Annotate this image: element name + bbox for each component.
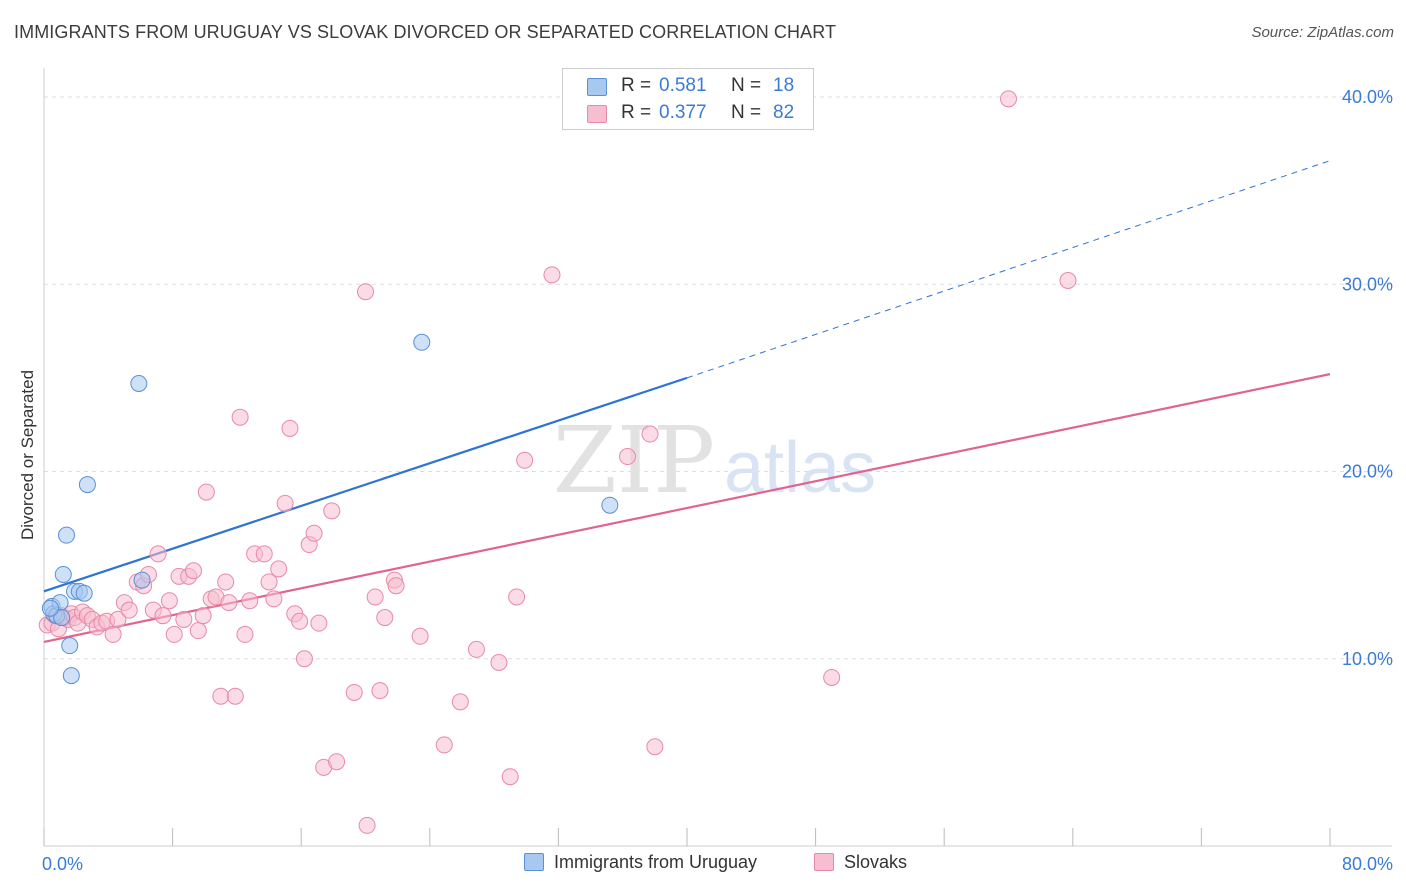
data-point-slovak [346,684,362,700]
data-point-slovak [261,574,277,590]
data-point-slovak [282,420,298,436]
scatter-chart: ZIP atlas 10.0% 20.0% 30.0% 40.0% 0.0% 80.0% [0,0,1406,892]
data-point-slovak [311,615,327,631]
data-point-uruguay [414,334,430,350]
data-point-slovak [198,484,214,500]
data-point-slovak [509,589,525,605]
data-point-slovak [388,578,404,594]
data-point-uruguay [134,572,150,588]
data-point-uruguay [63,668,79,684]
data-point-slovak [161,593,177,609]
y-tick-labels: 10.0% 20.0% 30.0% 40.0% [1342,87,1393,669]
data-point-uruguay [76,585,92,601]
legend-n-value: 82 [773,102,794,124]
data-point-slovak [372,683,388,699]
y-tick-label: 40.0% [1342,87,1393,107]
legend-swatch-uruguay [587,78,607,96]
data-point-slovak [377,610,393,626]
data-point-slovak [329,754,345,770]
gridlines [44,97,1392,659]
data-point-slovak [642,426,658,442]
data-point-uruguay [42,600,58,616]
data-point-slovak [491,654,507,670]
bottom-legend-label-uruguay: Immigrants from Uruguay [554,852,757,872]
data-point-slovak [544,267,560,283]
data-point-slovak [436,737,452,753]
data-point-slovak [195,608,211,624]
legend-r-label: R = [621,75,651,97]
data-point-slovak [452,694,468,710]
data-point-slovak [359,817,375,833]
watermark: ZIP atlas [553,407,876,514]
trend-line-uruguay-extension [687,161,1330,378]
data-point-slovak [502,769,518,785]
data-point-slovak [121,602,137,618]
bottom-legend-swatch-slovak [814,853,834,871]
y-tick-label: 20.0% [1342,462,1393,482]
data-point-slovak [306,525,322,541]
data-point-uruguay [79,477,95,493]
data-point-slovak [1060,273,1076,289]
data-point-slovak [324,503,340,519]
x-tick-label-max: 80.0% [1342,854,1393,874]
data-point-slovak [296,651,312,667]
data-point-slovak [227,688,243,704]
y-tick-label: 30.0% [1342,274,1393,294]
data-point-slovak [221,595,237,611]
data-point-slovak [358,284,374,300]
data-point-slovak [176,611,192,627]
data-point-uruguay [602,497,618,513]
data-point-slovak [218,574,234,590]
data-point-uruguay [59,527,75,543]
data-point-slovak [166,626,182,642]
legend-r-value: 0.377 [659,102,707,124]
data-point-slovak [105,626,121,642]
data-point-slovak [824,669,840,685]
data-point-slovak [271,561,287,577]
legend-swatch-slovak [587,105,607,123]
trend-lines [44,161,1330,642]
legend-n-label: N = [731,75,761,97]
legend-r-label: R = [621,102,651,124]
data-point-slovak [412,628,428,644]
x-tick-label-min: 0.0% [42,854,83,874]
data-point-slovak [1001,91,1017,107]
data-point-slovak [517,452,533,468]
data-point-slovak [150,546,166,562]
data-point-uruguay [55,566,71,582]
data-point-slovak [277,495,293,511]
data-point-uruguay [131,375,147,391]
bottom-legend-swatch-uruguay [524,853,544,871]
legend-n-value: 18 [773,75,794,97]
legend-n-label: N = [731,102,761,124]
data-point-slovak [468,641,484,657]
legend-r-value: 0.581 [659,75,707,97]
data-point-slovak [190,623,206,639]
data-point-slovak [292,613,308,629]
data-point-slovak [620,449,636,465]
data-point-slovak [232,409,248,425]
data-point-slovak [256,546,272,562]
axes [44,68,1392,846]
data-point-slovak [242,593,258,609]
bottom-legend-slovak: Slovaks [814,852,907,876]
data-point-slovak [367,589,383,605]
bottom-legend-label-slovak: Slovaks [844,852,907,872]
data-point-uruguay [62,638,78,654]
legend: R = 0.581 N = 18 R = 0.377 N = 82 [562,68,814,130]
data-point-slovak [266,591,282,607]
data-point-slovak [237,626,253,642]
data-point-slovak [647,739,663,755]
data-point-slovak [213,688,229,704]
bottom-legend-uruguay: Immigrants from Uruguay [524,852,757,876]
data-point-slovak [155,608,171,624]
y-tick-label: 10.0% [1342,649,1393,669]
data-point-slovak [185,563,201,579]
